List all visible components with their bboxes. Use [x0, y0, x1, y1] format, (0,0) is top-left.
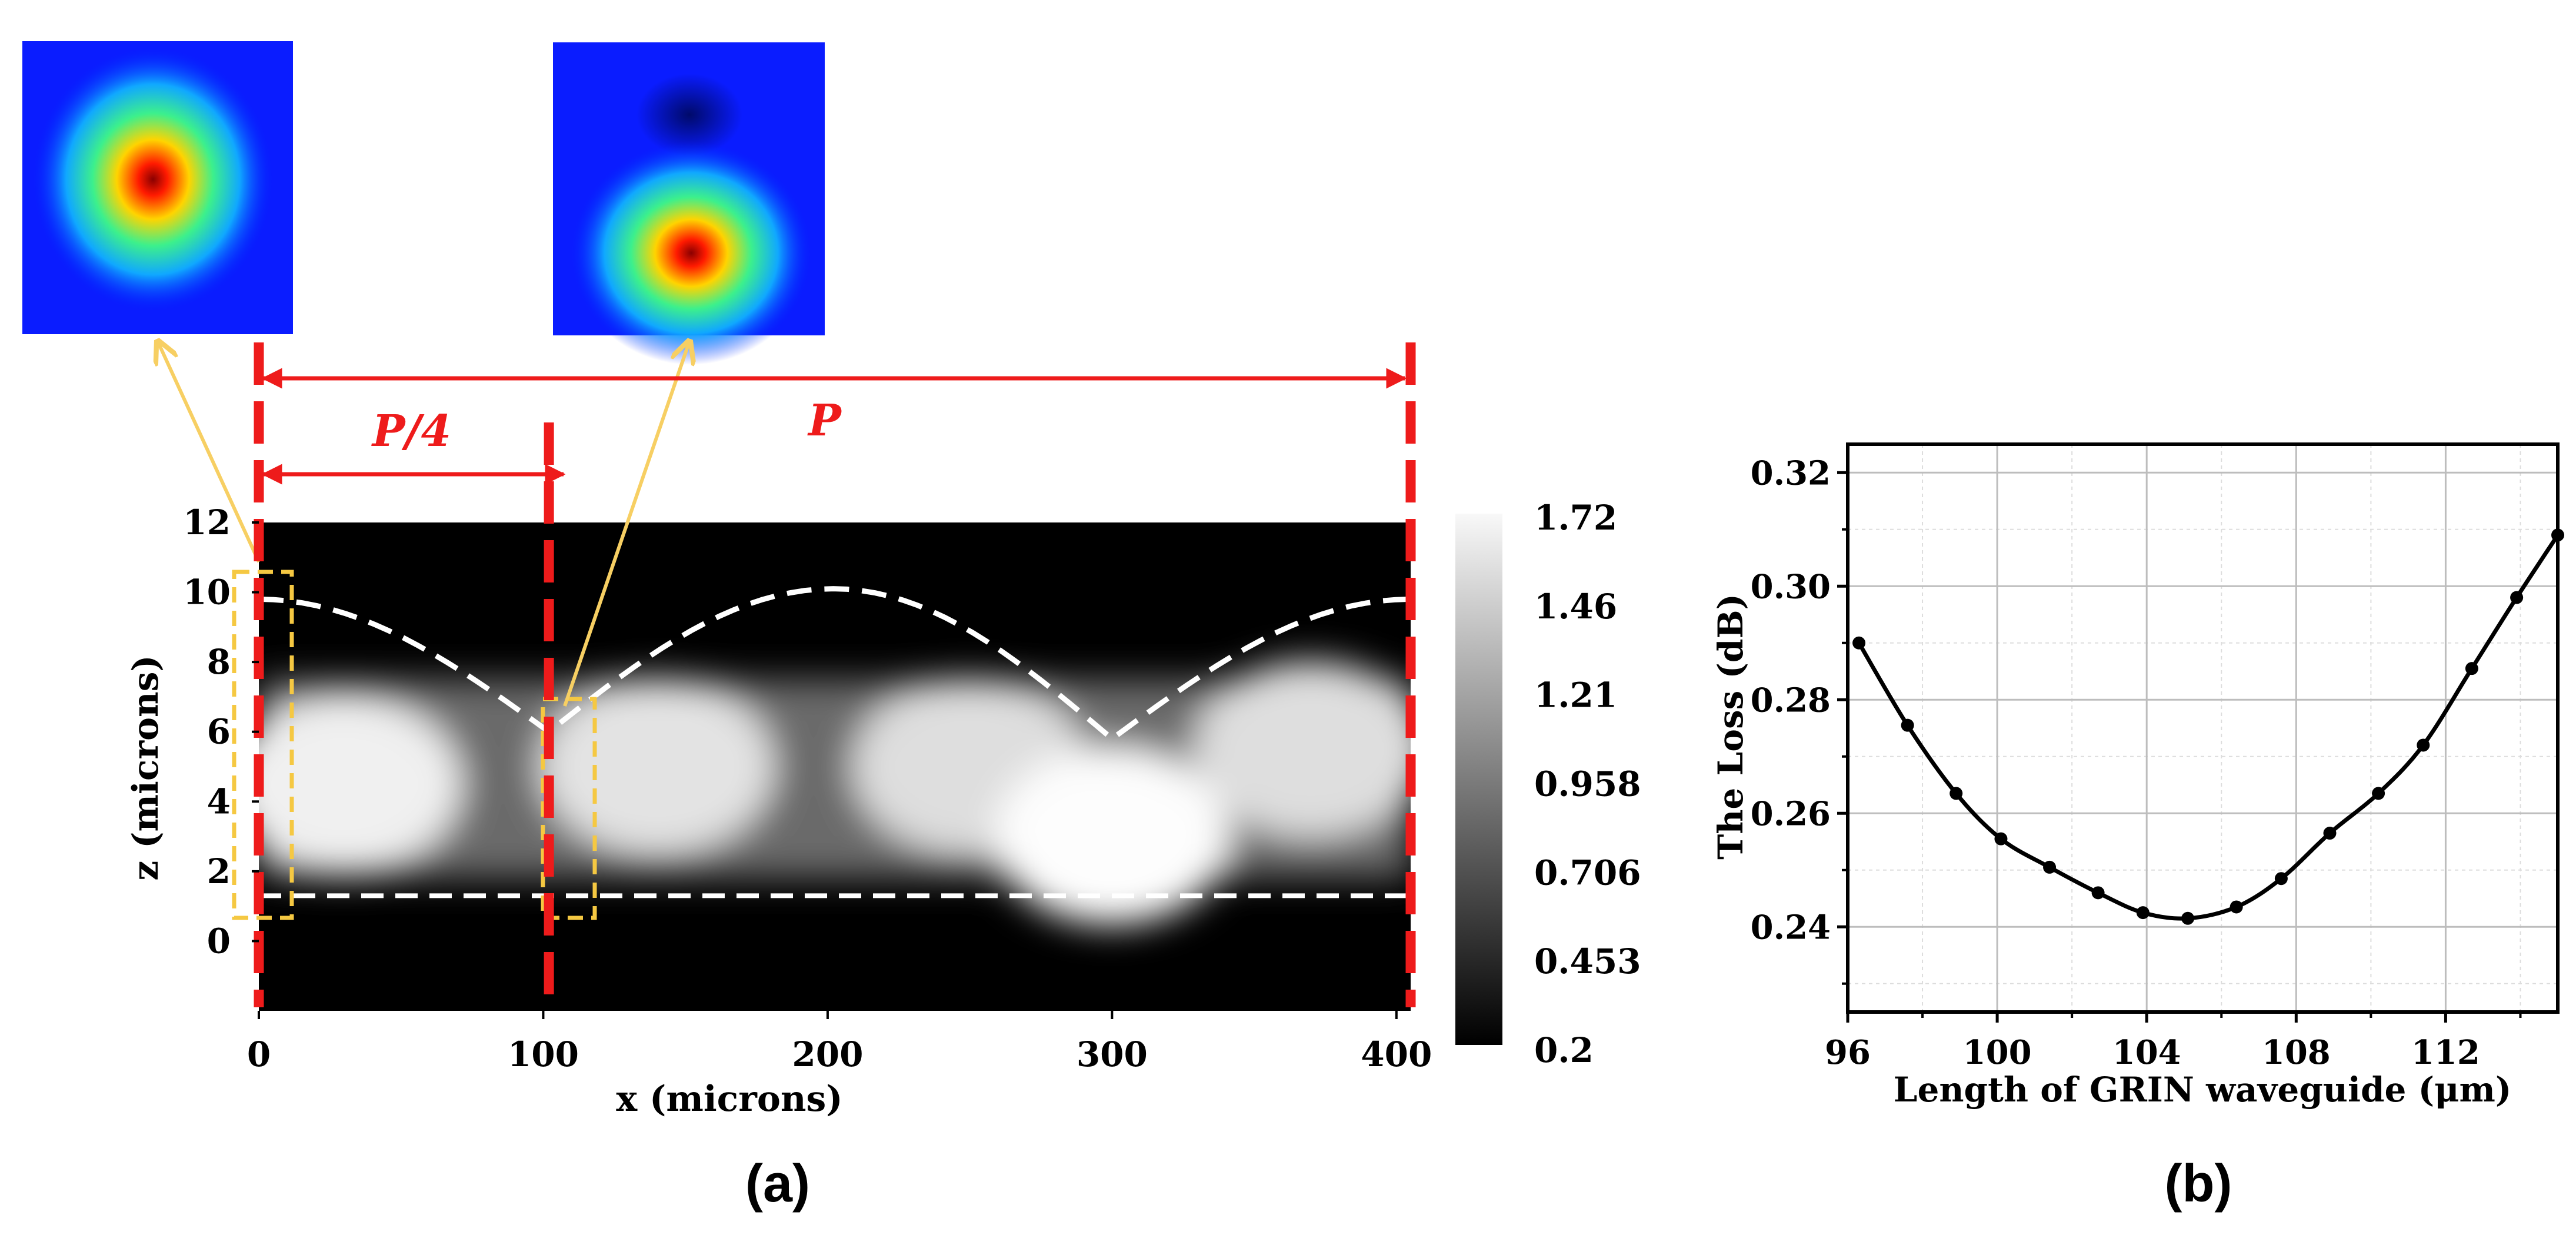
x-tick-label-b: 96	[1825, 1033, 1871, 1072]
x-axis-label-b: Length of GRIN waveguide (μm)	[1894, 1070, 2512, 1110]
plot-frame-b	[1846, 442, 2560, 1014]
loss-data-point	[2181, 911, 2195, 925]
mode-profile-input	[22, 41, 293, 334]
heatmap-panel-a	[232, 522, 1411, 1011]
y-axis-ticks-a: 12 10 8 6 4 2 0	[183, 502, 259, 961]
colorbar-labels: 1.72 1.46 1.21 0.958 0.706 0.453 0.2	[1534, 498, 1641, 1070]
period-markers: P/4 P	[254, 342, 1416, 1007]
x-tick-label-a: 400	[1361, 1034, 1432, 1074]
y-axis-label-a: z (microns)	[125, 655, 166, 881]
loss-data-point	[2043, 860, 2057, 874]
loss-points	[1852, 528, 2564, 925]
colorbar-label: 1.21	[1534, 675, 1617, 715]
loss-data-point	[2417, 738, 2430, 752]
loss-data-point	[2230, 900, 2243, 914]
x-tick-label-a: 0	[247, 1034, 271, 1074]
loss-data-point	[2091, 886, 2105, 900]
beam-path-arc	[258, 586, 1411, 743]
loss-data-point	[1901, 718, 1914, 732]
x-tick-label-a: 200	[792, 1034, 863, 1074]
colorbar-label: 0.706	[1534, 853, 1641, 893]
panel-label-a: (a)	[745, 1154, 810, 1213]
x-axis-label-a: x (microns)	[616, 1078, 842, 1120]
mode-profile-quarter	[553, 42, 825, 365]
panel-label-b: (b)	[2165, 1154, 2232, 1213]
axes-a: 0 100 200 300 400 12 10 8 6 4 2 0 x (microns) z (m…	[125, 502, 1432, 1120]
y-tick-label-b: 0.32	[1751, 454, 1831, 492]
y-tick-label-a: 4	[207, 781, 231, 821]
x-tick-label-b: 100	[1963, 1033, 2032, 1072]
y-tick-label-a: 12	[183, 502, 231, 542]
y-tick-label-a: 6	[207, 712, 231, 752]
colorbar-label: 0.2	[1534, 1030, 1594, 1070]
y-tick-label-a: 2	[207, 851, 231, 891]
x-tick-label-b: 104	[2112, 1033, 2181, 1072]
y-tick-label-b: 0.28	[1751, 681, 1831, 720]
input-selection-box	[232, 570, 294, 920]
quarter-pointer-arrow	[563, 341, 689, 707]
line-chart-panel-b: 96 100 104 108 112 0.32 0.30 0.28 0.26 0.24 Lengt…	[1711, 442, 2564, 1110]
loss-data-point	[2136, 906, 2150, 920]
colorbar-label: 1.72	[1534, 498, 1617, 538]
loss-data-point	[2465, 662, 2478, 675]
y-axis-label-b: The Loss (dB)	[1711, 594, 1751, 860]
colorbar-scale	[1455, 514, 1502, 1045]
colorbar-label: 0.958	[1534, 764, 1641, 804]
colorbar-label: 0.453	[1534, 941, 1641, 981]
x-tick-label-a: 300	[1077, 1034, 1148, 1074]
grid-b	[1847, 444, 2558, 1012]
y-tick-label-b: 0.26	[1751, 794, 1831, 833]
x-tick-label-b: 108	[2262, 1033, 2331, 1072]
period-label: P	[807, 395, 842, 446]
loss-data-point	[2323, 827, 2337, 840]
y-tick-label-b: 0.24	[1751, 908, 1831, 947]
heatmap-intensity	[259, 661, 1411, 925]
loss-data-point	[2274, 872, 2288, 886]
x-tick-label-a: 100	[508, 1034, 579, 1074]
y-tick-label-a: 0	[207, 921, 231, 961]
input-pointer-arrow	[158, 341, 261, 563]
x-axis-ticks-a: 0 100 200 300 400	[247, 1011, 1432, 1074]
intensity-blob-3	[994, 748, 1230, 925]
ticks-b: 96 100 104 108 112 0.32 0.30 0.28 0.26 0.24	[1751, 454, 2522, 1072]
intensity-blob-0	[259, 695, 462, 873]
loss-data-point	[2510, 591, 2524, 604]
colorbar-label: 1.46	[1534, 587, 1617, 627]
x-tick-label-b: 112	[2411, 1033, 2480, 1072]
quarter-period-label: P/4	[371, 406, 451, 457]
loss-data-point	[2551, 528, 2564, 542]
y-tick-label-a: 8	[207, 642, 231, 682]
loss-data-point	[2372, 787, 2385, 800]
intensity-blob-1	[539, 678, 775, 855]
loss-data-point	[1950, 787, 1963, 800]
intensity-blob-4	[1193, 661, 1411, 838]
loss-curve	[1857, 534, 2560, 921]
colorbar: 1.72 1.46 1.21 0.958 0.706 0.453 0.2	[1455, 498, 1641, 1070]
y-tick-label-b: 0.30	[1751, 567, 1831, 606]
loss-data-point	[1852, 636, 1866, 650]
loss-data-point	[1994, 832, 2008, 845]
y-tick-label-a: 10	[183, 572, 231, 612]
